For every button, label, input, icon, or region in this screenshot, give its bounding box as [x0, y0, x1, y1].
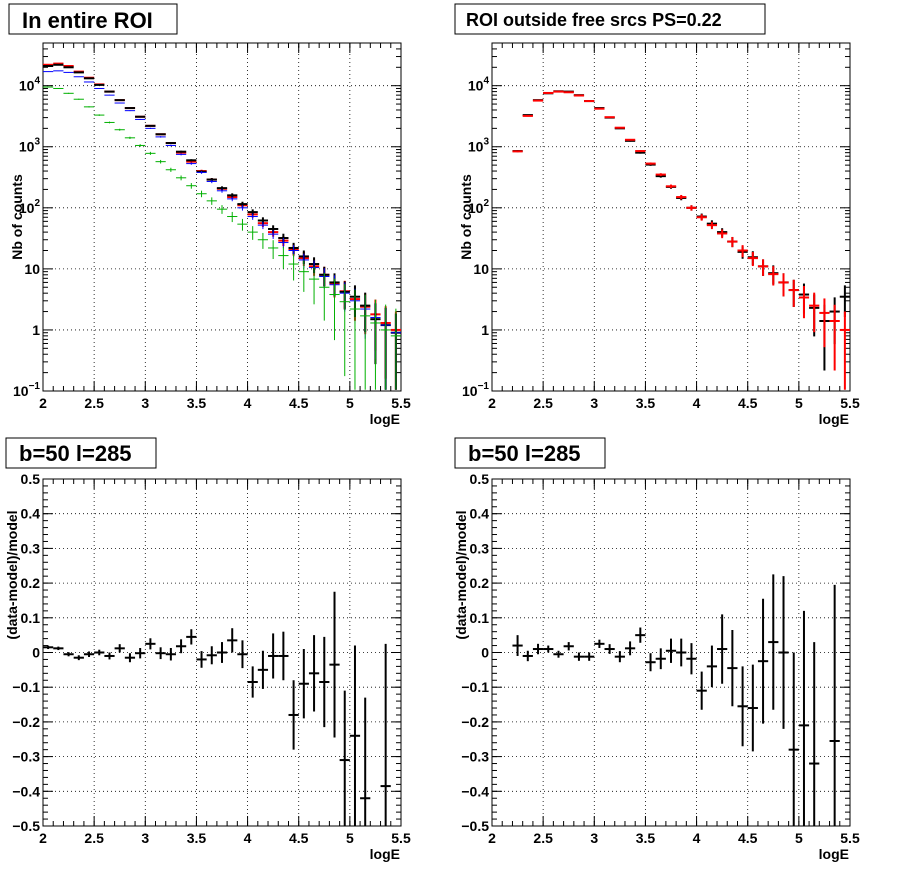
x-tick-label: 5.5 [840, 830, 860, 846]
plot-frame [491, 42, 851, 392]
data-marks [512, 90, 850, 390]
x-tick-label: 4.5 [738, 395, 758, 411]
plot-grid [492, 43, 850, 391]
y-tick-label: 103 [19, 137, 41, 155]
x-axis-label: logE [370, 411, 400, 427]
y-axis-label: Nb of counts [9, 174, 25, 260]
x-tick-label: 5 [795, 830, 803, 846]
x-tick-label: 2.5 [84, 395, 104, 411]
y-tick-label: −0.1 [461, 679, 489, 695]
y-tick-label: 0.2 [21, 575, 41, 591]
x-tick-label: 4 [693, 830, 701, 846]
panel-counts-outside-free-srcs: ROI outside free srcs PS=0.22 2 2.5 3 3.5 4 4… [454, 3, 860, 427]
y-tick-label: 10 [24, 261, 40, 277]
y-tick-label: −0.2 [461, 714, 489, 730]
x-tick-label: 3.5 [187, 830, 207, 846]
y-tick-label: −0.1 [12, 679, 40, 695]
x-tick-label: 5.5 [840, 395, 860, 411]
y-axis-label: (data-model)/model [453, 510, 469, 639]
panel-title-box [8, 3, 178, 35]
panel-title: In entire ROI [22, 8, 153, 33]
y-tick-label: 0.5 [21, 471, 41, 487]
x-tick-label: 4 [244, 395, 252, 411]
y-tick-label: 0 [32, 645, 40, 661]
x-axis-label: logE [819, 411, 849, 427]
y-tick-label: 102 [19, 198, 41, 216]
y-tick-label: 0.1 [470, 610, 490, 626]
y-axis-label: Nb of counts [458, 174, 474, 260]
plot-frame [42, 42, 402, 392]
x-tick-label: 3 [141, 830, 149, 846]
panel-title: b=50 l=285 [468, 441, 581, 466]
y-tick-label: 0.4 [470, 506, 490, 522]
x-tick-label: 5.5 [391, 830, 411, 846]
x-tick-label: 4 [244, 830, 252, 846]
y-axis-label: (data-model)/model [4, 510, 20, 639]
x-axis-label: logE [370, 846, 400, 862]
y-tick-label: 1 [481, 322, 489, 338]
x-tick-label: 2.5 [84, 830, 104, 846]
x-tick-label: 5 [795, 395, 803, 411]
x-tick-label: 2.5 [533, 830, 553, 846]
y-tick-label: 0 [481, 645, 489, 661]
x-tick-label: 2 [488, 830, 496, 846]
y-tick-label: 0.2 [470, 575, 490, 591]
data-marks [43, 591, 391, 826]
x-tick-label: 3 [590, 830, 598, 846]
y-tick-label: 104 [468, 76, 490, 94]
data-marks [43, 62, 401, 390]
y-tick-label: 104 [19, 76, 41, 94]
x-tick-label: 2 [39, 830, 47, 846]
x-tick-label: 5.5 [391, 395, 411, 411]
y-tick-label: 102 [468, 198, 490, 216]
panel-title: b=50 l=285 [19, 441, 132, 466]
data-marks [512, 574, 840, 826]
y-tick-label: −0.5 [12, 818, 40, 834]
y-tick-label: 10−1 [462, 381, 489, 399]
axis-ticks: 2 2.5 3 3.5 4 4.5 5 5.5 −0.5 −0.4 −0.3 −0.2 −0.1 0 0.1… [461, 471, 860, 846]
plot-grid [43, 43, 401, 391]
y-tick-label: 0.1 [21, 610, 41, 626]
y-tick-label: −0.4 [461, 783, 489, 799]
axis-ticks: 2 2.5 3 3.5 4 4.5 5 5.5 10−1 1 10 102 103 104 [13, 42, 411, 411]
y-tick-label: −0.5 [461, 818, 489, 834]
x-tick-label: 4 [693, 395, 701, 411]
x-tick-label: 3.5 [636, 395, 656, 411]
panel-title: ROI outside free srcs PS=0.22 [466, 10, 722, 30]
y-tick-label: 10 [473, 261, 489, 277]
x-tick-label: 5 [346, 395, 354, 411]
x-tick-label: 4.5 [289, 395, 309, 411]
x-tick-label: 4.5 [738, 830, 758, 846]
x-tick-label: 2.5 [533, 395, 553, 411]
axis-ticks: 2 2.5 3 3.5 4 4.5 5 5.5 −0.5 −0.4 −0.3 −0.2 −0.1 0 0.1… [12, 471, 411, 846]
axis-ticks: 2 2.5 3 3.5 4 4.5 5 5.5 10−1 1 10 102 103 104 [462, 42, 860, 411]
y-tick-label: 1 [32, 322, 40, 338]
y-tick-label: 0.3 [21, 540, 41, 556]
y-tick-label: −0.2 [12, 714, 40, 730]
x-tick-label: 2 [488, 395, 496, 411]
x-tick-label: 3 [590, 395, 598, 411]
x-tick-label: 3.5 [636, 830, 656, 846]
x-tick-label: 2 [39, 395, 47, 411]
panel-residuals-left: b=50 l=285 2 2.5 3 3.5 4 4.5 5 5.5 −0.5 −0.4 −0.3 −… [4, 437, 411, 862]
y-tick-label: −0.3 [461, 749, 489, 765]
panel-title-box [454, 437, 606, 469]
x-tick-label: 4.5 [289, 830, 309, 846]
y-tick-label: 0.5 [470, 471, 490, 487]
x-axis-label: logE [819, 846, 849, 862]
y-tick-label: 103 [468, 137, 490, 155]
y-tick-label: −0.3 [12, 749, 40, 765]
panel-counts-entire-roi: In entire ROI 2 2.5 3 3.5 4 4.5 5 5.5 10−1 1 10 102… [8, 3, 411, 427]
panel-residuals-right: b=50 l=285 2 2.5 3 3.5 4 4.5 5 5.5 −0.5 −0.4 −0.3 −… [453, 437, 860, 862]
x-tick-label: 3 [141, 395, 149, 411]
panel-title-box [5, 437, 157, 469]
x-tick-label: 3.5 [187, 395, 207, 411]
y-tick-label: 0.3 [470, 540, 490, 556]
x-tick-label: 5 [346, 830, 354, 846]
panel-title-box [454, 3, 766, 35]
y-tick-label: 10−1 [13, 381, 40, 399]
y-tick-label: −0.4 [12, 783, 40, 799]
y-tick-label: 0.4 [21, 506, 41, 522]
